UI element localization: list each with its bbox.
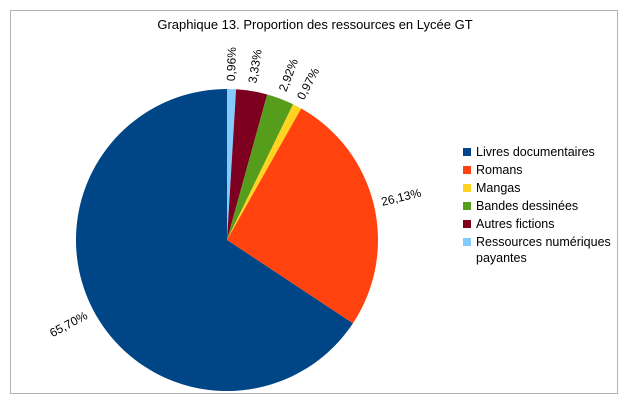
pie-slice-mangas [227, 104, 302, 240]
pie-label-autres-fictions: 3,33% [245, 48, 264, 84]
legend-item-ressources-numeriques-payantes: Ressources numériques payantes [463, 234, 626, 268]
pie-slice-autres-fictions [227, 89, 268, 241]
legend-item-livres-documentaires: Livres documentaires [463, 144, 626, 162]
pie-label-ressources-numeriques-payantes: 0,96% [224, 47, 239, 82]
pie-slice-livres-documentaires [75, 89, 353, 392]
pie-slice-ressources-numeriques-payantes [227, 88, 237, 240]
legend-label: Ressources numériques payantes [476, 235, 611, 265]
chart-title: Graphique 13. Proportion des ressources … [157, 17, 473, 32]
legend-item-bandes-dessinees: Bandes dessinées [463, 198, 626, 216]
legend-swatch [463, 238, 471, 246]
pie-slice-bandes-dessinees [227, 94, 294, 240]
pie-label-romans: 26,13% [380, 186, 423, 209]
legend-label: Bandes dessinées [476, 199, 579, 213]
legend-swatch [463, 184, 471, 192]
legend-swatch [463, 166, 471, 174]
pie-slice-romans [227, 108, 378, 324]
legend-swatch [463, 220, 471, 228]
legend-swatch [463, 148, 471, 156]
legend-label: Autres fictions [476, 217, 555, 231]
legend-label: Mangas [476, 181, 521, 195]
legend-label: Livres documentaires [476, 145, 595, 159]
legend-label: Romans [476, 163, 523, 177]
pie-label-livres-documentaires: 65,70% [47, 308, 90, 340]
legend-item-romans: Romans [463, 162, 626, 180]
pie-label-mangas: 0,97% [294, 65, 322, 102]
legend-item-mangas: Mangas [463, 180, 626, 198]
chart-legend: Livres documentaires Romans Mangas Bandes d… [463, 144, 626, 268]
legend-item-autres-fictions: Autres fictions [463, 216, 626, 234]
legend-swatch [463, 202, 471, 210]
